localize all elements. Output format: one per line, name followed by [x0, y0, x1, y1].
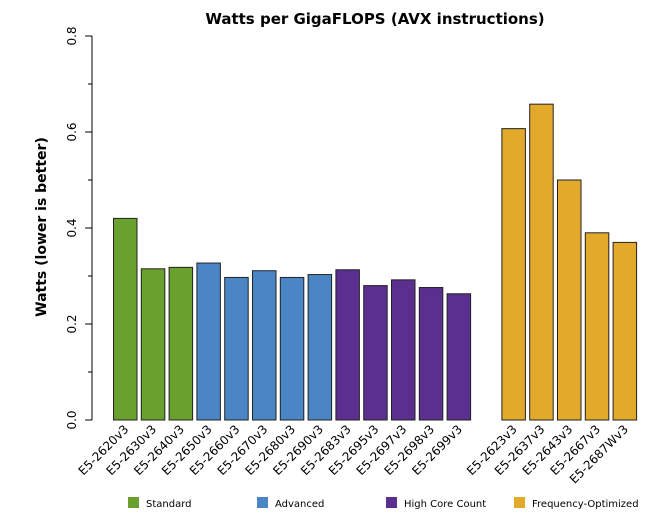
bars [113, 103, 638, 421]
bar-e5-2670v3 [252, 270, 277, 421]
y-tick-label: 0.8 [65, 26, 79, 45]
y-axis: 0.0 0.2 0.4 0.6 0.8 [65, 26, 93, 430]
y-tick-label: 0.4 [65, 218, 79, 237]
y-tick-label: 0.0 [65, 410, 79, 429]
bar-e5-2650v3 [196, 262, 221, 421]
legend-label: Frequency-Optimized [532, 499, 639, 510]
bar-e5-2623v3 [501, 128, 526, 421]
bar-e5-2620v3 [113, 217, 138, 421]
bar-e5-2660v3 [224, 276, 249, 421]
x-tick-labels: E5-2620v3E5-2630v3E5-2640v3E5-2650v3E5-2… [76, 422, 631, 486]
legend-label: High Core Count [404, 499, 486, 510]
bar-e5-2680v3 [279, 276, 305, 421]
bar-e5-2643v3 [557, 179, 582, 421]
bar-e5-2637v3 [529, 103, 554, 421]
bar-e5-2698v3 [418, 287, 444, 421]
legend-label: Standard [146, 499, 192, 510]
bar-e5-2630v3 [140, 268, 166, 421]
bar-e5-2640v3 [168, 266, 194, 421]
legend-swatch [386, 497, 397, 508]
bar-e5-2699v3 [446, 293, 472, 421]
legend-swatch [514, 497, 525, 508]
bar-e5-2690v3 [307, 274, 333, 421]
y-tick-label: 0.6 [65, 122, 79, 141]
bar-e5-2697v3 [391, 279, 416, 421]
bar-e5-2695v3 [363, 285, 388, 421]
legend-label: Advanced [275, 499, 324, 510]
bar-e5-2683v3 [335, 269, 360, 421]
bar-e5-2667v3 [584, 232, 610, 421]
legend-swatch [257, 497, 268, 508]
chart-title: Watts per GigaFLOPS (AVX instructions) [205, 10, 544, 28]
legend: Standard Advanced High Core Count Frequency… [128, 497, 639, 510]
y-axis-label: Watts (lower is better) [34, 137, 50, 317]
bar-e5-2687wv3 [612, 241, 638, 421]
legend-swatch [128, 497, 139, 508]
y-tick-label: 0.2 [65, 314, 79, 333]
